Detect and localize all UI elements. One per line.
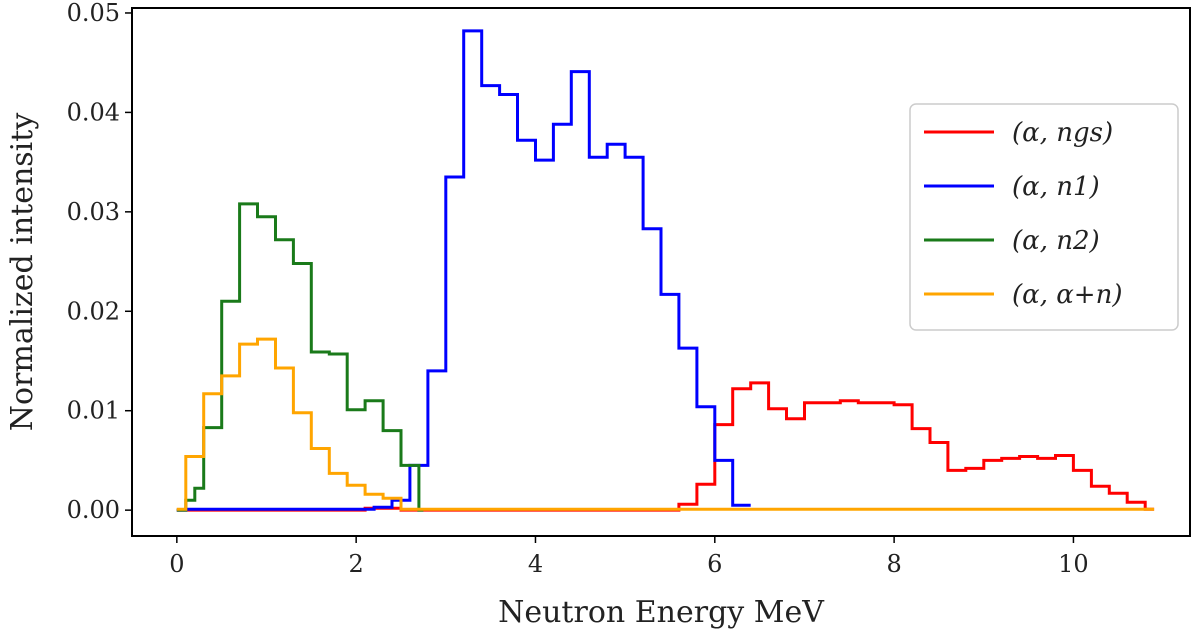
legend-box — [909, 103, 1179, 331]
y-tick-label: 0.00 — [67, 496, 120, 524]
plot-frame — [131, 7, 1191, 537]
x-tick-label: 8 — [886, 550, 901, 578]
legend: (α, ngs) (α, n1) (α, n2) (α, α+n) — [909, 103, 1179, 331]
series-line-1 — [176, 29, 751, 512]
y-tick-label: 0.03 — [67, 198, 120, 226]
legend-label: (α, n1) — [1012, 172, 1100, 202]
series-line-3 — [176, 337, 1155, 511]
series-layer — [176, 29, 1155, 512]
y-tick-label: 0.01 — [67, 397, 120, 425]
y-axis: 0.00 0.01 0.02 0.03 0.04 0.05 — [67, 0, 132, 524]
legend-label: (α, α+n) — [1012, 280, 1122, 310]
x-axis: 0 2 4 6 8 10 — [169, 536, 1089, 578]
legend-label: (α, ngs) — [1012, 118, 1113, 148]
x-tick-label: 4 — [528, 550, 543, 578]
series-line-0 — [176, 381, 1155, 512]
x-tick-label: 2 — [349, 550, 364, 578]
y-tick-label: 0.05 — [67, 0, 120, 27]
y-tick-label: 0.02 — [67, 297, 120, 325]
y-axis-label: Normalized intensity — [5, 113, 40, 432]
legend-label: (α, n2) — [1012, 226, 1100, 256]
x-tick-label: 10 — [1058, 550, 1089, 578]
y-tick-label: 0.04 — [67, 98, 120, 126]
x-axis-label: Neutron Energy MeV — [498, 595, 825, 630]
series-line-2 — [176, 202, 424, 512]
x-tick-label: 0 — [169, 550, 184, 578]
x-tick-label: 6 — [707, 550, 722, 578]
